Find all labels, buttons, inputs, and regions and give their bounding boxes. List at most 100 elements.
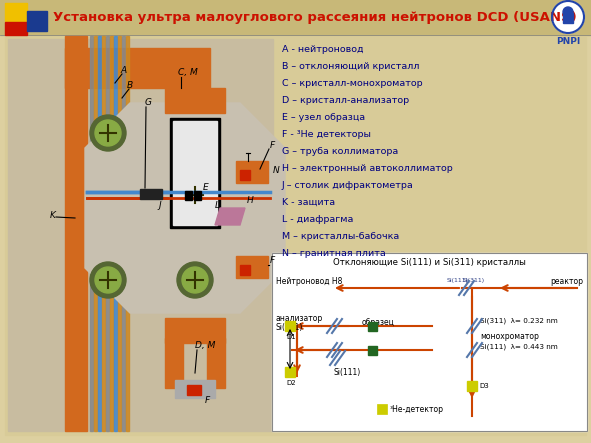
Text: F: F bbox=[205, 396, 210, 405]
Bar bbox=[285, 321, 295, 331]
Bar bbox=[272, 253, 587, 431]
Bar bbox=[165, 88, 225, 113]
Text: J – столик дифрактометра: J – столик дифрактометра bbox=[282, 181, 414, 190]
Text: PNPI: PNPI bbox=[556, 37, 580, 46]
Bar bbox=[140, 189, 162, 199]
Bar bbox=[98, 36, 101, 431]
Text: Нейтроновод Н8: Нейтроновод Н8 bbox=[276, 277, 342, 286]
Bar bbox=[187, 385, 201, 395]
Bar bbox=[94, 36, 97, 431]
Bar bbox=[102, 36, 105, 431]
Text: Si(311)  λ= 0.232 nm: Si(311) λ= 0.232 nm bbox=[480, 318, 558, 325]
Bar bbox=[8, 39, 273, 431]
Bar bbox=[207, 338, 225, 388]
Text: Si(311): Si(311) bbox=[276, 323, 303, 332]
Bar bbox=[175, 380, 215, 398]
Bar bbox=[377, 404, 387, 414]
Text: H: H bbox=[247, 196, 254, 205]
Text: D1: D1 bbox=[286, 334, 296, 340]
Text: F - ³He детекторы: F - ³He детекторы bbox=[282, 130, 371, 139]
Text: B: B bbox=[127, 81, 133, 90]
Text: K - защита: K - защита bbox=[282, 198, 335, 207]
Text: Si(311): Si(311) bbox=[463, 278, 485, 283]
Bar bbox=[285, 367, 295, 377]
Bar bbox=[5, 3, 27, 21]
Bar bbox=[165, 318, 225, 343]
Bar bbox=[65, 36, 87, 431]
Bar bbox=[122, 36, 125, 431]
Circle shape bbox=[552, 1, 584, 33]
Bar bbox=[467, 381, 477, 391]
Text: D2: D2 bbox=[286, 380, 296, 386]
Circle shape bbox=[182, 182, 208, 208]
Bar bbox=[114, 36, 117, 431]
Bar bbox=[236, 161, 268, 183]
Bar bbox=[27, 11, 47, 31]
Polygon shape bbox=[85, 103, 285, 313]
Circle shape bbox=[563, 7, 573, 17]
Text: J: J bbox=[158, 201, 161, 210]
Text: F: F bbox=[270, 141, 275, 150]
Text: H – электронный автоколлиматор: H – электронный автоколлиматор bbox=[282, 164, 453, 173]
Bar bbox=[563, 13, 573, 23]
Text: G – труба коллиматора: G – труба коллиматора bbox=[282, 147, 398, 156]
Text: G: G bbox=[145, 98, 152, 107]
Bar bbox=[298, 372, 306, 380]
Bar bbox=[5, 37, 586, 435]
Bar bbox=[185, 191, 192, 200]
Bar bbox=[126, 36, 129, 431]
Text: C – кристалл-монохроматор: C – кристалл-монохроматор bbox=[282, 79, 423, 88]
Text: N: N bbox=[273, 166, 280, 175]
Text: N – гранитная плита: N – гранитная плита bbox=[282, 249, 386, 258]
Text: A: A bbox=[120, 66, 126, 75]
Circle shape bbox=[182, 267, 208, 293]
Text: Отклоняющие Si(111) и Si(311) кристаллы: Отклоняющие Si(111) и Si(311) кристаллы bbox=[333, 258, 526, 267]
Bar bbox=[106, 36, 109, 431]
Circle shape bbox=[95, 120, 121, 146]
Bar bbox=[173, 121, 217, 225]
Text: монохроматор: монохроматор bbox=[480, 332, 539, 341]
Text: реактор: реактор bbox=[550, 277, 583, 286]
Bar bbox=[170, 118, 220, 228]
Circle shape bbox=[95, 267, 121, 293]
Text: F: F bbox=[270, 256, 275, 265]
Bar bbox=[5, 22, 27, 35]
Text: анализатор: анализатор bbox=[276, 314, 323, 323]
Bar bbox=[368, 346, 377, 355]
Text: A - нейтроновод: A - нейтроновод bbox=[282, 45, 363, 54]
Text: Установка ультра малоуглового рассеяния нейтронов DCD (USANS): Установка ультра малоуглового рассеяния … bbox=[53, 11, 577, 23]
Circle shape bbox=[177, 177, 213, 213]
Circle shape bbox=[177, 262, 213, 298]
Bar bbox=[0, 0, 591, 35]
Circle shape bbox=[90, 262, 126, 298]
Text: L: L bbox=[215, 201, 220, 210]
Bar bbox=[90, 36, 93, 431]
Bar bbox=[118, 36, 121, 431]
Bar bbox=[368, 322, 377, 331]
Text: E – узел образца: E – узел образца bbox=[282, 113, 365, 122]
Text: D3: D3 bbox=[479, 383, 489, 389]
Text: K: K bbox=[50, 211, 56, 220]
Text: Si(111): Si(111) bbox=[447, 278, 469, 283]
Bar bbox=[240, 170, 250, 180]
Text: Si(111)  λ= 0.443 nm: Si(111) λ= 0.443 nm bbox=[480, 344, 558, 350]
Polygon shape bbox=[215, 208, 245, 225]
Text: D, M: D, M bbox=[195, 341, 215, 350]
Bar bbox=[165, 338, 183, 388]
Text: B – отклоняющий кристалл: B – отклоняющий кристалл bbox=[282, 62, 420, 71]
Bar bbox=[194, 191, 201, 200]
Text: D – кристалл-анализатор: D – кристалл-анализатор bbox=[282, 96, 409, 105]
Bar bbox=[110, 36, 113, 431]
Circle shape bbox=[90, 115, 126, 151]
Text: ³He-детектор: ³He-детектор bbox=[390, 404, 444, 413]
Text: L - диафрагма: L - диафрагма bbox=[282, 215, 353, 224]
Text: Si(111): Si(111) bbox=[334, 368, 361, 377]
Bar bbox=[65, 48, 210, 88]
Bar bbox=[272, 253, 587, 431]
Text: E: E bbox=[203, 183, 209, 192]
Text: образец: образец bbox=[362, 318, 395, 327]
Text: M – кристаллы-бабочка: M – кристаллы-бабочка bbox=[282, 232, 400, 241]
Text: C, M: C, M bbox=[178, 68, 198, 77]
Bar bbox=[240, 265, 250, 275]
Bar bbox=[236, 256, 268, 278]
